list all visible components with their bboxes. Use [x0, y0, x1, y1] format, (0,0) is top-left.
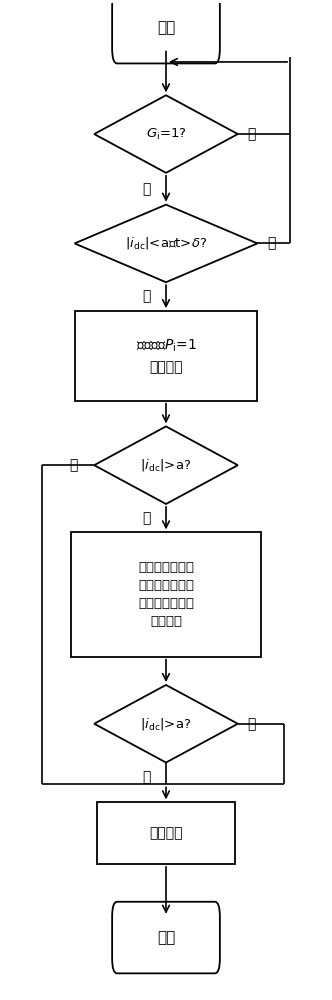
FancyBboxPatch shape: [112, 902, 220, 973]
Text: 是: 是: [69, 458, 78, 472]
Polygon shape: [94, 426, 238, 504]
Text: $|i_\mathrm{dc}|$>a?: $|i_\mathrm{dc}|$>a?: [140, 457, 192, 473]
Text: 是: 是: [142, 290, 151, 304]
Polygon shape: [94, 685, 238, 763]
Text: $|i_\mathrm{dc}|$<a且t>$\delta$?: $|i_\mathrm{dc}|$<a且t>$\delta$?: [125, 235, 207, 251]
Bar: [71, 532, 261, 657]
Bar: [75, 311, 257, 401]
Polygon shape: [94, 95, 238, 173]
Text: 辅助导通故障区
间的前一个区间
功率管以及结合
下一区间: 辅助导通故障区 间的前一个区间 功率管以及结合 下一区间: [138, 561, 194, 628]
Text: 依次关断$P_\mathrm{i}$=1
的功率管: 依次关断$P_\mathrm{i}$=1 的功率管: [135, 338, 197, 374]
Text: 是: 是: [248, 717, 256, 731]
Text: 否: 否: [267, 236, 276, 250]
Text: 否: 否: [248, 127, 256, 141]
Text: $|i_\mathrm{dc}|$>a?: $|i_\mathrm{dc}|$>a?: [140, 716, 192, 732]
Text: 开始: 开始: [157, 20, 175, 35]
Text: $G_\mathrm{i}$=1?: $G_\mathrm{i}$=1?: [146, 126, 186, 142]
Text: 否: 否: [142, 770, 151, 784]
FancyBboxPatch shape: [112, 0, 220, 63]
Text: 是: 是: [142, 182, 151, 196]
Bar: [98, 802, 234, 864]
Text: 否: 否: [142, 511, 151, 525]
Text: 故障定位: 故障定位: [149, 826, 183, 840]
Polygon shape: [75, 205, 257, 282]
Text: 结束: 结束: [157, 930, 175, 945]
